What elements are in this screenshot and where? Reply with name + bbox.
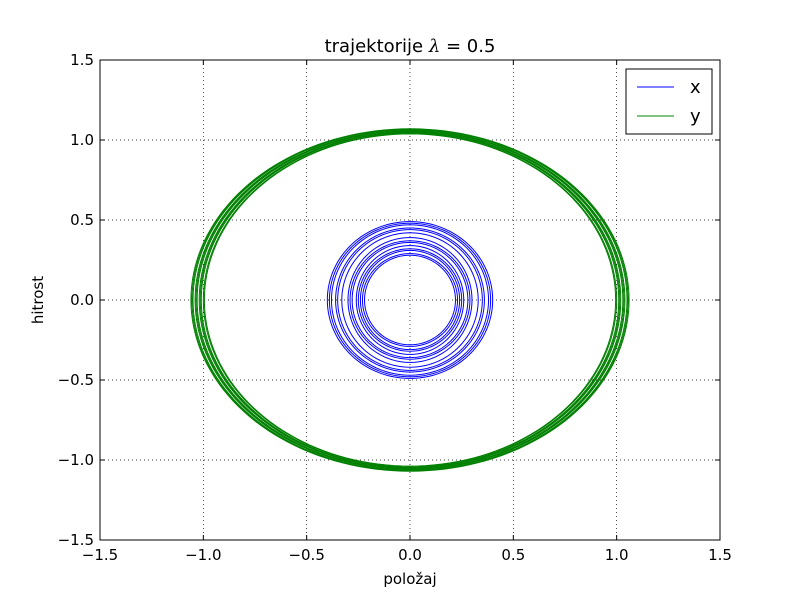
chart-title-prefix: trajektorije: [325, 36, 429, 57]
trajectory-loop-y: [191, 128, 629, 472]
x-tick-label: −1.5: [82, 546, 118, 564]
x-axis-label: položaj: [383, 570, 436, 588]
trajectory-loop-x: [355, 245, 465, 355]
y-tick-label: 1.0: [70, 131, 94, 149]
x-tick-label: 1.5: [708, 546, 732, 564]
trajectory-loop-y: [203, 133, 617, 467]
chart-title: trajektorije λ = 0.5: [325, 36, 496, 57]
y-tick-label: 1.5: [70, 51, 94, 69]
trajectory-loop-x: [328, 222, 492, 378]
trajectory-loop-x: [359, 249, 461, 351]
y-tick-label: −0.5: [58, 371, 94, 389]
x-tick-label: −1.0: [185, 546, 221, 564]
x-tick-label: 1.0: [605, 546, 629, 564]
trajectory-loop-x: [361, 253, 459, 347]
series-layer: [190, 128, 630, 472]
trajectory-loop-x: [337, 229, 483, 371]
trajectory-loop-x: [347, 237, 473, 363]
trajectory-loop-x: [335, 227, 485, 373]
trajectory-loop-x: [364, 254, 456, 346]
trajectory-loop-x: [330, 224, 490, 376]
legend: x y: [625, 68, 713, 135]
y-tick-label: 0.0: [70, 291, 94, 309]
trajectory-loop-y: [192, 129, 628, 471]
y-tick-label: −1.5: [58, 531, 94, 549]
x-tick-label: 0.5: [501, 546, 525, 564]
trajectory-loop-x: [326, 221, 494, 379]
trajectory-loop-x: [341, 232, 479, 368]
trajectory-loop-x: [349, 240, 471, 360]
y-tick-label: 0.5: [70, 211, 94, 229]
trajectory-loop-y: [196, 130, 624, 470]
x-tick-label: 0.0: [398, 546, 422, 564]
series-y: [190, 128, 630, 472]
x-tick-label: −0.5: [288, 546, 324, 564]
chart-title-lambda: λ: [428, 36, 440, 57]
trajectory-loop-x: [351, 241, 469, 359]
series-x: [326, 221, 494, 379]
y-axis-label: hitrost: [29, 276, 47, 324]
trajectory-loop-y: [200, 132, 620, 468]
ticks: −1.5 −1.0 −0.5 0.0 0.5 1.0 1.5 −1.5 −1.0 −0.5 0.0 0…: [58, 51, 732, 564]
trajectory-loop-x: [357, 248, 463, 352]
y-tick-label: −1.0: [58, 451, 94, 469]
legend-label-x: x: [690, 77, 701, 98]
trajectory-loop-y: [199, 131, 621, 469]
legend-box: [625, 68, 713, 135]
trajectory-loop-y: [195, 130, 625, 470]
legend-label-y: y: [690, 106, 701, 127]
chart-title-suffix: = 0.5: [440, 36, 495, 57]
